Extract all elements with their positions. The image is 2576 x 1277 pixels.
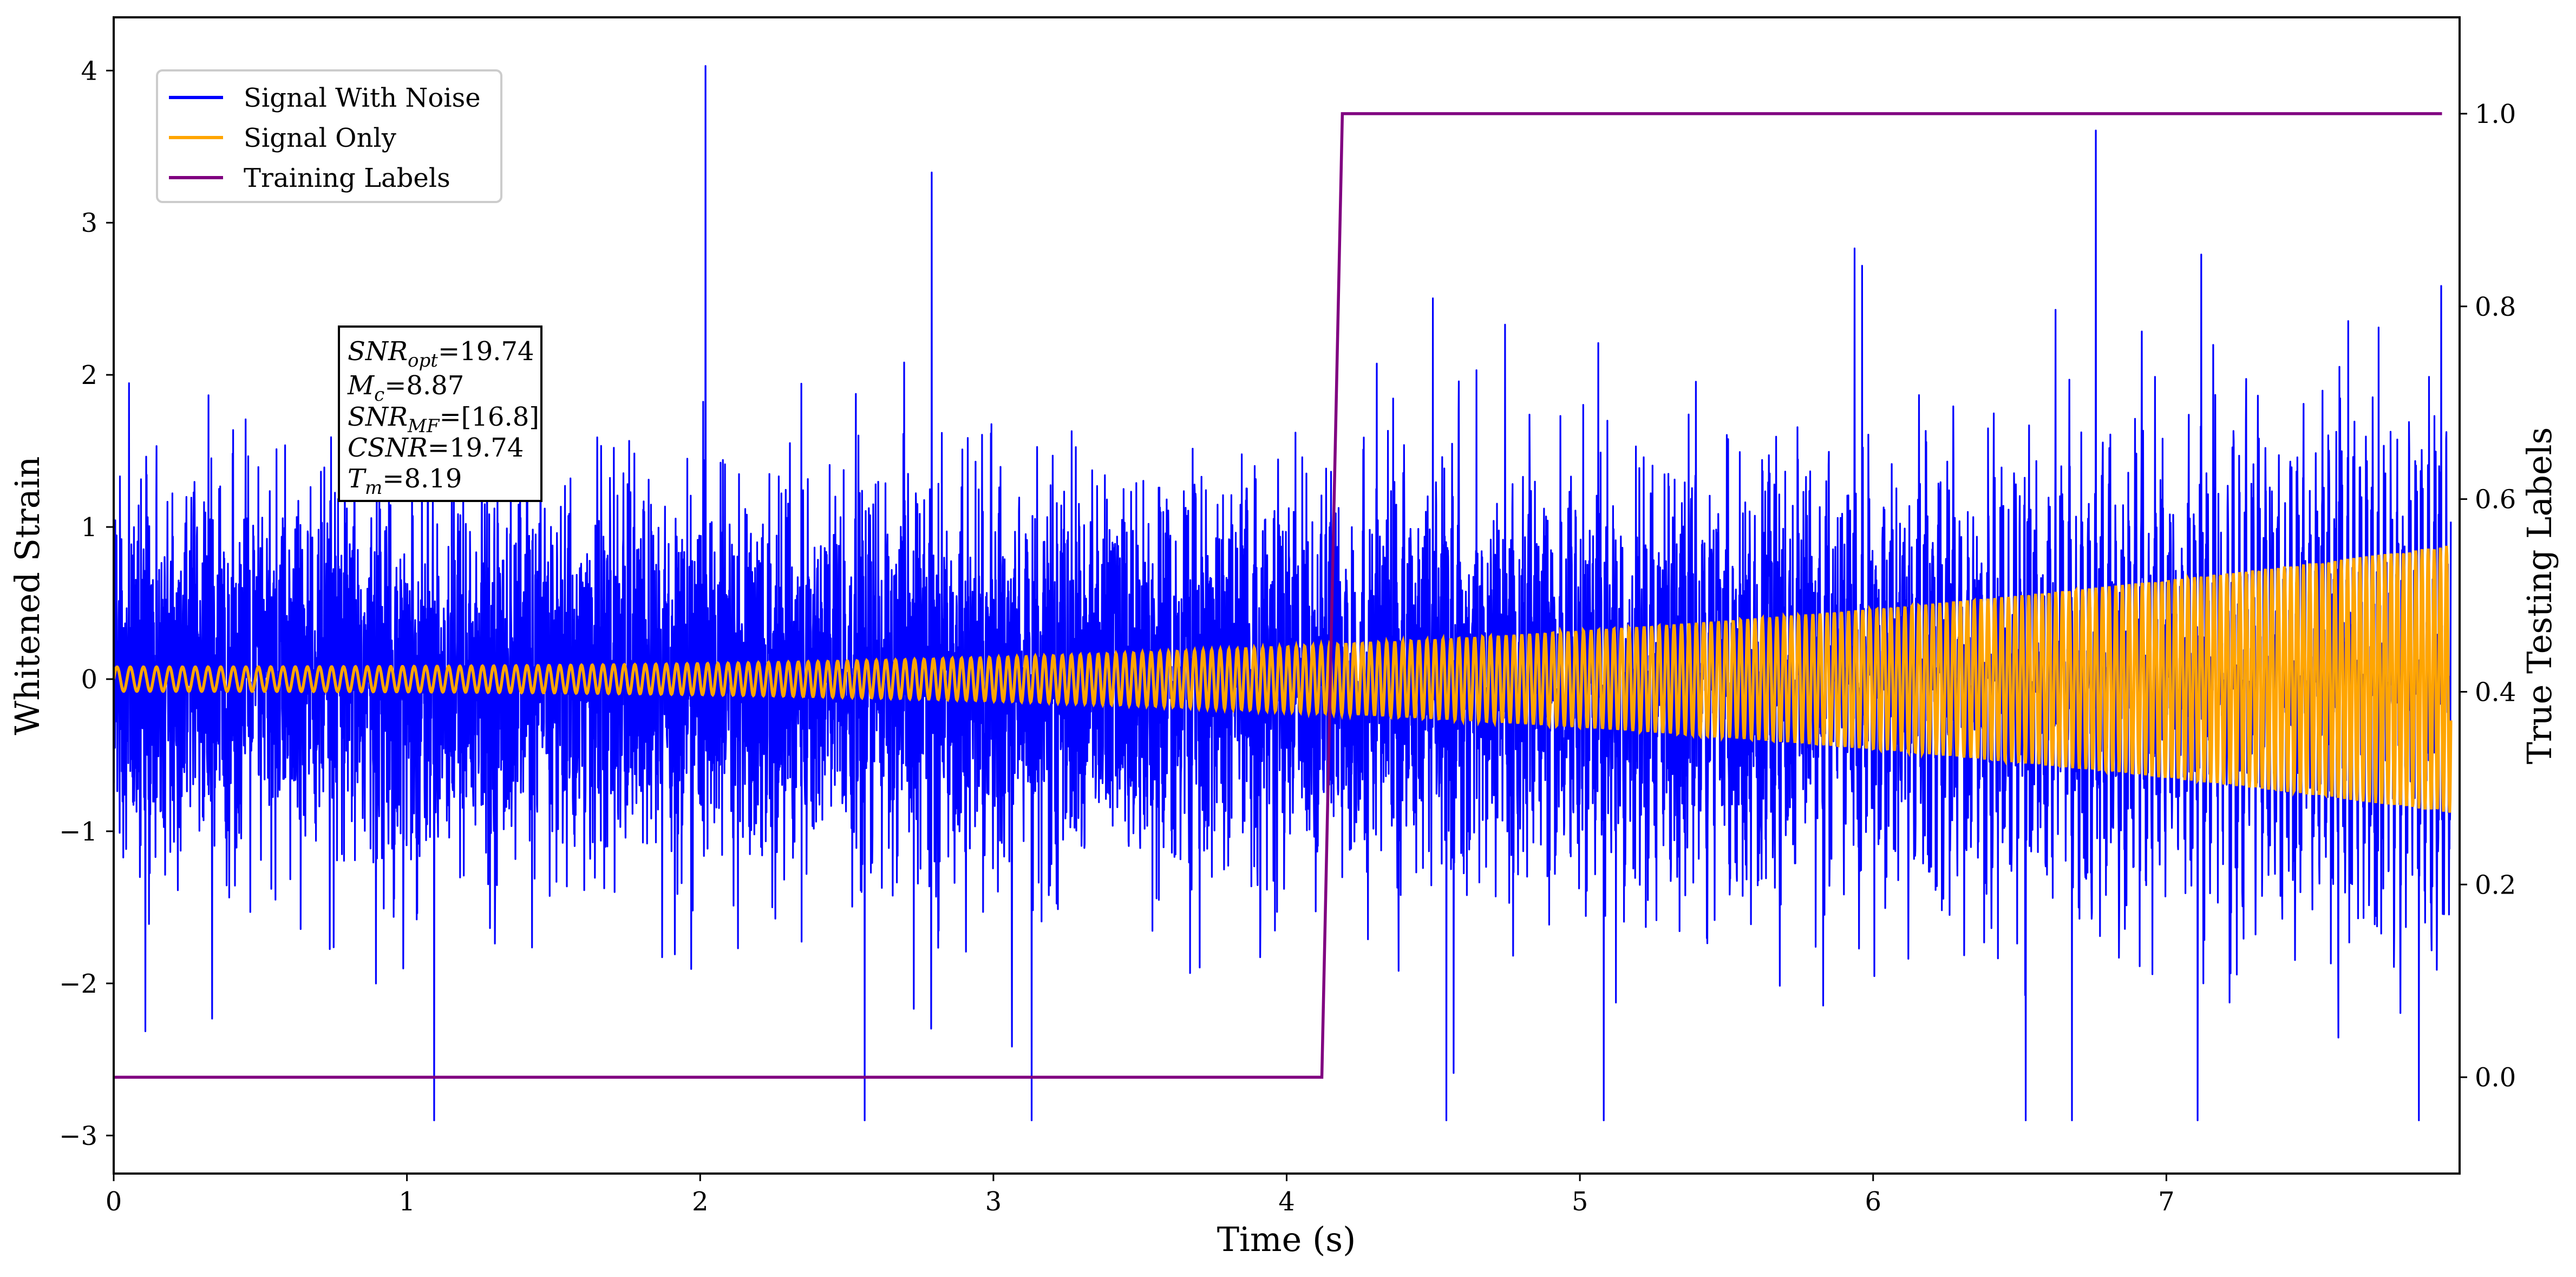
annotation-line-mc: Mc=8.87 [347,370,464,406]
y-left-tick-label: 2 [81,360,97,390]
legend: Signal With Noise Signal Only Training L… [156,69,502,203]
x-axis-label: Time (s) [1217,1220,1356,1259]
y-right-tick-label: 0.2 [2475,870,2516,900]
series-line-signal-only [112,545,2453,813]
annotation-frame [338,325,542,502]
y-left-tick-label: 0 [81,664,97,695]
annotation-line-snr-mf: SNRMF=[16.8] [348,402,539,437]
y-left-tick-label: 4 [81,56,97,86]
legend-label-signal-with-noise: Signal With Noise [244,83,481,113]
y-right-tick-label: 0.6 [2475,485,2516,515]
y-left-tick-label: −1 [59,817,97,847]
annotation-box: SNRopt=19.74 Mc=8.87 SNRMF=[16.8] CSNR=1… [338,325,542,502]
y-right-tick-label: 0.8 [2475,292,2516,322]
x-tick-label: 6 [1865,1187,1881,1217]
ticks-layer: 0 1 2 3 4 5 6 7 −3 −2 −1 0 1 2 3 4 0.0 0.2 0.4 0.6 0.8 1.0 [59,56,2516,1217]
legend-label-signal-only: Signal Only [244,123,396,153]
y-left-tick-label: −3 [59,1121,97,1151]
legend-label-training-labels: Training Labels [244,163,450,193]
annotation-line-snr-opt: SNRopt=19.74 [348,336,534,372]
x-tick-label: 0 [106,1187,122,1217]
x-tick-label: 4 [1278,1187,1295,1217]
y-axis-label-right: True Testing Labels [2520,427,2559,765]
y-right-tick-label: 1.0 [2475,99,2516,129]
y-left-tick-label: −2 [59,969,97,999]
legend-box [156,69,502,203]
y-right-tick-label: 0.0 [2475,1063,2516,1093]
y-left-tick-label: 1 [81,512,97,543]
y-right-tick-label: 0.4 [2475,677,2516,707]
x-tick-label: 2 [692,1187,709,1217]
annotation-line-csnr: CSNR=19.74 [348,433,524,463]
annotation-line-tm: Tm=8.19 [348,464,462,499]
series-line-training-labels [114,112,2442,1079]
x-tick-label: 3 [985,1187,1002,1217]
x-tick-label: 1 [398,1187,415,1217]
y-axis-label-left: Whitened Strain [8,457,47,735]
x-tick-label: 7 [2158,1187,2175,1217]
series-layer [112,65,2453,1122]
x-tick-label: 5 [1572,1187,1588,1217]
y-left-tick-label: 3 [81,208,97,238]
